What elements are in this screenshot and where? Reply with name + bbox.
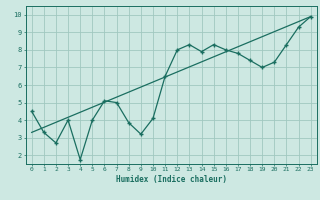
X-axis label: Humidex (Indice chaleur): Humidex (Indice chaleur) [116,175,227,184]
